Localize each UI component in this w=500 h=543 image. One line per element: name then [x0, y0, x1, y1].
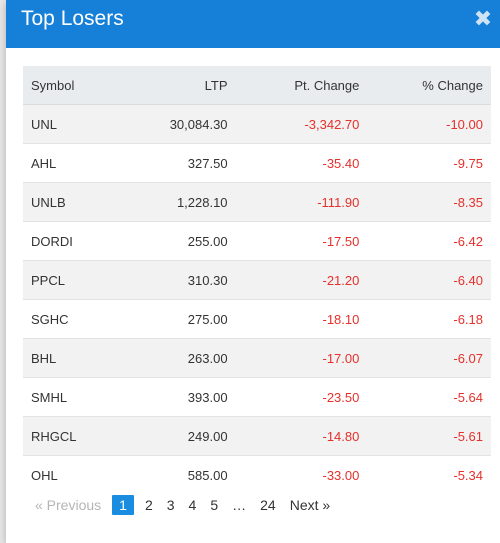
cell-symbol[interactable]: OHL	[23, 455, 122, 494]
column-header-pct-change[interactable]: % Change	[367, 66, 491, 105]
column-header-pt-change[interactable]: Pt. Change	[235, 66, 368, 105]
pagination-previous-button[interactable]: « Previous	[35, 497, 102, 513]
table-row: DORDI 255.00 -17.50 -6.42	[23, 221, 491, 261]
cell-ltp: 249.00	[121, 416, 236, 456]
table-row: UNL 30,084.30 -3,342.70 -10.00	[23, 104, 491, 144]
pagination-ellipsis: …	[232, 497, 247, 513]
cell-symbol[interactable]: RHGCL	[23, 416, 122, 456]
pagination: « Previous 1 2 3 4 5 … 24 Next »	[28, 494, 337, 516]
cell-pct-change: -10.00	[367, 104, 491, 144]
pagination-next-button[interactable]: Next »	[289, 497, 331, 513]
cell-pt-change: -3,342.70	[235, 104, 368, 144]
losers-table: Symbol LTP Pt. Change % Change UNL 30,08…	[23, 66, 491, 494]
table-row: SMHL 393.00 -23.50 -5.64	[23, 377, 491, 417]
cell-pt-change: -17.00	[235, 338, 368, 378]
cell-ltp: 327.50	[121, 143, 236, 183]
column-header-symbol[interactable]: Symbol	[23, 66, 122, 105]
cell-pt-change: -21.20	[235, 260, 368, 300]
close-icon[interactable]: ✖	[473, 6, 493, 31]
cell-pct-change: -5.64	[367, 377, 491, 417]
cell-ltp: 263.00	[121, 338, 236, 378]
pagination-page-5[interactable]: 5	[210, 497, 219, 513]
cell-symbol[interactable]: UNL	[23, 104, 122, 144]
pagination-page-2[interactable]: 2	[144, 497, 153, 513]
cell-symbol[interactable]: DORDI	[23, 221, 122, 261]
cell-ltp: 310.30	[121, 260, 236, 300]
backdrop-edge	[0, 0, 6, 543]
pagination-page-1[interactable]: 1	[112, 495, 134, 515]
cell-pct-change: -6.42	[367, 221, 491, 261]
modal-title: Top Losers	[21, 7, 124, 30]
pagination-page-24[interactable]: 24	[260, 497, 276, 513]
top-losers-modal: Top Losers ✖ Symbol LTP Pt. Change % Cha…	[6, 0, 500, 543]
cell-ltp: 393.00	[121, 377, 236, 417]
cell-pct-change: -6.40	[367, 260, 491, 300]
cell-pct-change: -6.07	[367, 338, 491, 378]
table-row: BHL 263.00 -17.00 -6.07	[23, 338, 491, 378]
cell-symbol[interactable]: AHL	[23, 143, 122, 183]
modal-header: Top Losers ✖	[6, 0, 500, 48]
cell-symbol[interactable]: BHL	[23, 338, 122, 378]
cell-ltp: 255.00	[121, 221, 236, 261]
pagination-page-4[interactable]: 4	[188, 497, 197, 513]
cell-pt-change: -23.50	[235, 377, 368, 417]
cell-ltp: 30,084.30	[121, 104, 236, 144]
cell-pt-change: -33.00	[235, 455, 368, 494]
cell-symbol[interactable]: UNLB	[23, 182, 122, 222]
table-row: RHGCL 249.00 -14.80 -5.61	[23, 416, 491, 456]
cell-pct-change: -9.75	[367, 143, 491, 183]
cell-ltp: 275.00	[121, 299, 236, 339]
cell-pt-change: -18.10	[235, 299, 368, 339]
cell-pt-change: -17.50	[235, 221, 368, 261]
cell-ltp: 1,228.10	[121, 182, 236, 222]
table-row: UNLB 1,228.10 -111.90 -8.35	[23, 182, 491, 222]
cell-pt-change: -14.80	[235, 416, 368, 456]
table-row: AHL 327.50 -35.40 -9.75	[23, 143, 491, 183]
column-header-ltp[interactable]: LTP	[121, 66, 236, 105]
cell-symbol[interactable]: SGHC	[23, 299, 122, 339]
cell-symbol[interactable]: PPCL	[23, 260, 122, 300]
cell-ltp: 585.00	[121, 455, 236, 494]
pagination-page-3[interactable]: 3	[166, 497, 175, 513]
table-row: SGHC 275.00 -18.10 -6.18	[23, 299, 491, 339]
cell-pct-change: -8.35	[367, 182, 491, 222]
cell-pct-change: -6.18	[367, 299, 491, 339]
cell-pct-change: -5.34	[367, 455, 491, 494]
cell-pt-change: -111.90	[235, 182, 368, 222]
table-header-row: Symbol LTP Pt. Change % Change	[23, 66, 491, 105]
cell-pct-change: -5.61	[367, 416, 491, 456]
losers-table-container: Symbol LTP Pt. Change % Change UNL 30,08…	[23, 66, 491, 494]
cell-pt-change: -35.40	[235, 143, 368, 183]
table-row: PPCL 310.30 -21.20 -6.40	[23, 260, 491, 300]
table-row: OHL 585.00 -33.00 -5.34	[23, 455, 491, 494]
cell-symbol[interactable]: SMHL	[23, 377, 122, 417]
